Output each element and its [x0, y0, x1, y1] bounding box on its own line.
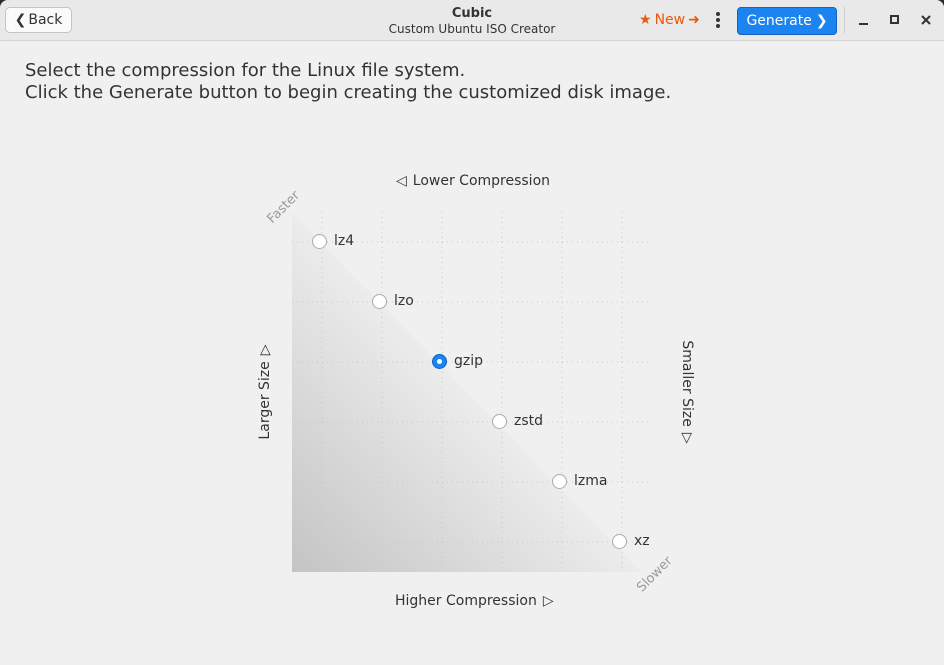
compression-chart: ◁ Lower Compression Higher Compression ▷…	[250, 160, 700, 620]
triangle-right-icon: ▷	[257, 344, 273, 356]
window-title: Cubic Custom Ubuntu ISO Creator	[372, 6, 572, 37]
chevron-left-icon: ❮	[14, 12, 27, 28]
option-lzo[interactable]: lzo	[372, 293, 414, 309]
option-lzma[interactable]: lzma	[552, 473, 607, 489]
arrow-right-icon: ➜	[688, 12, 700, 28]
radio-lz4[interactable]	[312, 233, 327, 249]
radio-lzo[interactable]	[372, 293, 387, 309]
close-button[interactable]	[918, 12, 934, 28]
minimize-button[interactable]	[856, 12, 872, 28]
instruction-line-2: Click the Generate button to begin creat…	[25, 82, 672, 103]
app-subtitle: Custom Ubuntu ISO Creator	[388, 22, 556, 36]
option-label-xz: xz	[634, 533, 650, 549]
option-lz4[interactable]: lz4	[312, 233, 354, 249]
app-title: Cubic	[451, 6, 493, 21]
maximize-button[interactable]	[887, 12, 903, 28]
option-label-gzip: gzip	[454, 353, 484, 369]
close-icon	[921, 15, 931, 25]
chart-grid	[292, 212, 650, 572]
compression-gradient-triangle	[292, 212, 642, 572]
higher-compression-label: Higher Compression ▷	[395, 593, 554, 609]
radio-gzip[interactable]	[432, 353, 447, 369]
chart-background	[292, 212, 650, 572]
larger-size-label: Larger Size ▷	[257, 344, 273, 440]
menu-button[interactable]	[712, 12, 724, 28]
option-label-lzma: lzma	[574, 473, 608, 489]
new-label: New	[654, 12, 686, 28]
smaller-size-label: Smaller Size ▷	[679, 340, 695, 444]
header-separator	[844, 7, 845, 33]
triangle-left-icon: ◁	[396, 173, 407, 189]
option-xz[interactable]: xz	[612, 533, 650, 549]
triangle-right-icon: ▷	[542, 593, 554, 609]
lower-compression-label: ◁ Lower Compression	[396, 173, 551, 189]
header-bar: ❮ Back Cubic Custom Ubuntu ISO Creator ★…	[0, 0, 944, 41]
option-label-lz4: lz4	[334, 233, 355, 249]
triangle-right-icon: ▷	[679, 432, 695, 444]
new-project-link[interactable]: ★ New ➜	[639, 12, 700, 28]
option-gzip[interactable]: gzip	[432, 353, 483, 369]
option-label-zstd: zstd	[514, 413, 544, 429]
radio-lzma[interactable]	[552, 473, 567, 489]
generate-button[interactable]: Generate ❯	[737, 7, 837, 35]
option-label-lzo: lzo	[394, 293, 414, 309]
kebab-menu-icon	[716, 12, 720, 16]
chevron-right-icon: ❯	[815, 13, 828, 29]
back-label: Back	[28, 12, 63, 28]
back-button[interactable]: ❮ Back	[5, 7, 72, 33]
radio-xz[interactable]	[612, 533, 627, 549]
radio-zstd[interactable]	[492, 413, 507, 429]
star-icon: ★	[639, 12, 652, 28]
generate-label: Generate	[746, 13, 812, 29]
option-zstd[interactable]: zstd	[492, 413, 543, 429]
instruction-line-1: Select the compression for the Linux fil…	[25, 60, 466, 81]
